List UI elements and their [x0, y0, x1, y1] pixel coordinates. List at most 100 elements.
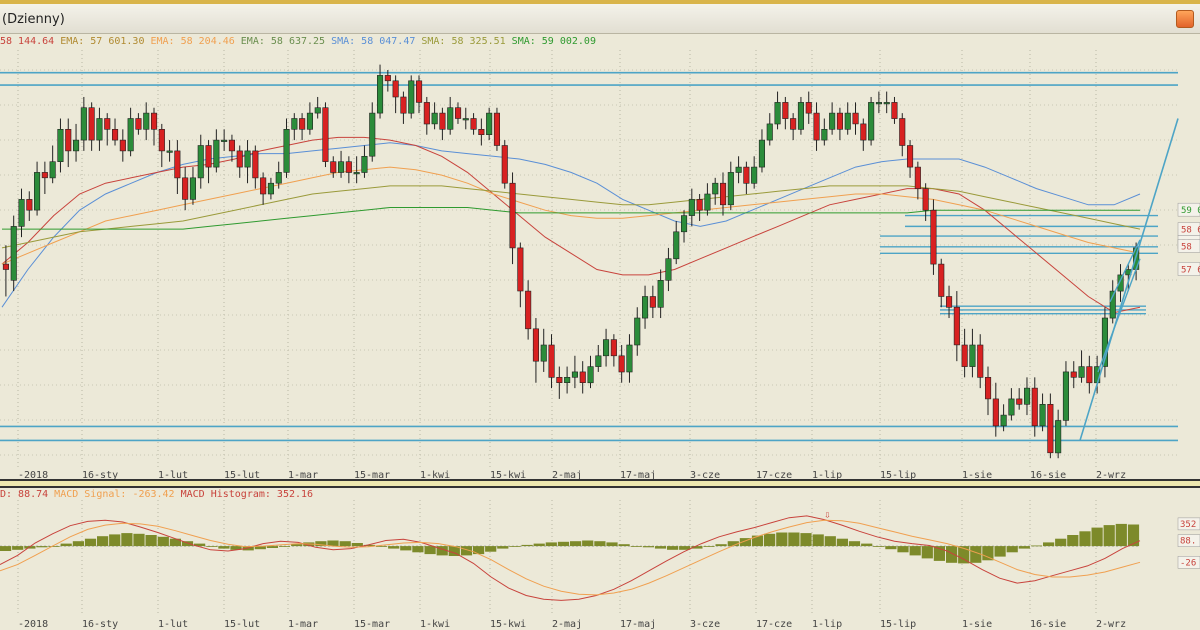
- macd-histogram-bar: [654, 546, 667, 549]
- candle-body: [1086, 366, 1093, 384]
- legend-item-6: SMA: 59 002.09: [511, 36, 596, 47]
- window-button[interactable]: [1176, 10, 1194, 28]
- macd-histogram-bar: [230, 546, 242, 550]
- macd-histogram-bar: [533, 543, 545, 547]
- macd-histogram-bar: [618, 544, 630, 547]
- macd-histogram-bar: [448, 546, 460, 556]
- panel-separator[interactable]: [0, 479, 1200, 488]
- macd-histogram-bar: [48, 546, 60, 547]
- candle-body: [1055, 420, 1062, 454]
- candle-body: [571, 371, 579, 378]
- candle-body: [992, 398, 999, 427]
- macd-histogram-bar: [1079, 531, 1091, 547]
- candle-body: [602, 339, 610, 357]
- legend-item-0: 58 144.64: [0, 36, 55, 47]
- macd-date-label: 1-mar: [288, 619, 318, 630]
- candle-body: [1047, 403, 1054, 454]
- candle-body: [65, 129, 72, 152]
- macd-histogram-bar: [921, 546, 933, 559]
- macd-histogram-bar: [388, 546, 400, 549]
- candle-body: [1000, 414, 1007, 427]
- legend-item-1: EMA: 57 601.30: [60, 36, 145, 47]
- candle-body: [673, 231, 680, 260]
- candle-body: [813, 112, 820, 141]
- candle-body: [306, 112, 314, 130]
- candle-body: [696, 199, 703, 211]
- macd-histogram-bar: [764, 533, 776, 547]
- macd-histogram-bar: [266, 546, 278, 548]
- candle-body: [197, 145, 204, 179]
- macd-histogram-bar: [557, 541, 570, 547]
- candle-body: [797, 102, 805, 130]
- macd-histogram-bar: [206, 546, 218, 547]
- window-title: (Dzienny): [2, 12, 65, 27]
- candle-body: [977, 344, 984, 378]
- macd-histogram-bar: [594, 541, 606, 547]
- candle-body: [610, 339, 617, 357]
- candle-body: [665, 258, 672, 281]
- macd-date-label: 3-cze: [690, 619, 720, 630]
- macd-date-label: -2018: [18, 619, 48, 630]
- candle-body: [236, 150, 243, 168]
- axis-value-text: 57 6: [1181, 266, 1200, 276]
- macd-histogram-bar: [1006, 546, 1018, 553]
- macd-histogram-bar: [84, 538, 97, 547]
- date-tick-label: 1-lip: [812, 470, 842, 479]
- candle-body: [314, 107, 321, 114]
- candle-body: [875, 102, 883, 105]
- candle-body: [688, 199, 695, 216]
- indicator-legend: 58 144.64 EMA: 57 601.30 EMA: 58 204.46 EMA…: [0, 36, 602, 50]
- macd-date-label: 2-wrz: [1096, 619, 1126, 630]
- legend-item-4: SMA: 58 047.47: [331, 36, 416, 47]
- candle-body: [291, 118, 298, 130]
- macd-date-label: 15-lip: [880, 619, 916, 630]
- macd-histogram-bar: [315, 541, 327, 547]
- candle-body: [790, 118, 797, 130]
- candle-body: [267, 182, 275, 195]
- macd-histogram-bar: [72, 541, 84, 547]
- macd-histogram-bar: [109, 534, 121, 547]
- candle-body: [719, 182, 727, 206]
- axis-value-text: 58: [1181, 242, 1192, 252]
- macd-histogram-bar: [121, 533, 133, 547]
- macd-date-label: 2-maj: [552, 619, 582, 630]
- macd-chart[interactable]: ⇩ 352 88. -26 -2018 16-sty 1-lut 15-lut 1-mar 15-…: [0, 500, 1200, 630]
- trend-line: [1109, 239, 1141, 303]
- candle-body: [953, 306, 960, 346]
- candle-body: [423, 102, 430, 125]
- candle-body: [1062, 371, 1069, 421]
- candle-body: [782, 102, 789, 119]
- macd-line: [0, 515, 1141, 601]
- macd-date-label: 16-sty: [82, 619, 118, 630]
- price-chart[interactable]: 59 058 658 35857 6-201816-sty1-lut15-lut…: [0, 50, 1200, 479]
- candle-body: [906, 145, 914, 168]
- macd-date-label: 1-lut: [158, 619, 188, 630]
- macd-histogram-bar: [715, 544, 727, 547]
- macd-histogram-bar: [12, 546, 24, 550]
- macd-date-label: 15-lut: [224, 619, 260, 630]
- macd-histogram-bar: [400, 546, 412, 551]
- moving-average-line: [1, 166, 1141, 265]
- candle-body: [1101, 317, 1108, 367]
- macd-date-label: 17-maj: [620, 619, 656, 630]
- macd-histogram-bar: [703, 546, 715, 547]
- candle-body: [1117, 274, 1124, 292]
- candle-body: [18, 199, 25, 227]
- candle-body: [821, 129, 828, 141]
- candle-body: [88, 107, 95, 141]
- macd-histogram-bar: [460, 546, 473, 556]
- axis-value-text: 59 0: [1181, 206, 1200, 216]
- candle-body: [914, 166, 921, 189]
- candle-body: [525, 290, 532, 330]
- candle-body: [384, 75, 391, 82]
- axis-value-label: 57 6: [1177, 262, 1200, 276]
- candle-body: [454, 107, 462, 119]
- macd-date-label: 16-sie: [1030, 619, 1066, 630]
- candle-body: [766, 123, 773, 141]
- macd-histogram-bar: [412, 546, 424, 553]
- macd-axis-label: 88.: [1177, 534, 1200, 547]
- macd-histogram-bar: [679, 546, 691, 550]
- axis-value-label: 59 0: [1177, 202, 1200, 217]
- macd-histogram-bar: [376, 546, 388, 547]
- macd-histogram-bar: [861, 543, 873, 547]
